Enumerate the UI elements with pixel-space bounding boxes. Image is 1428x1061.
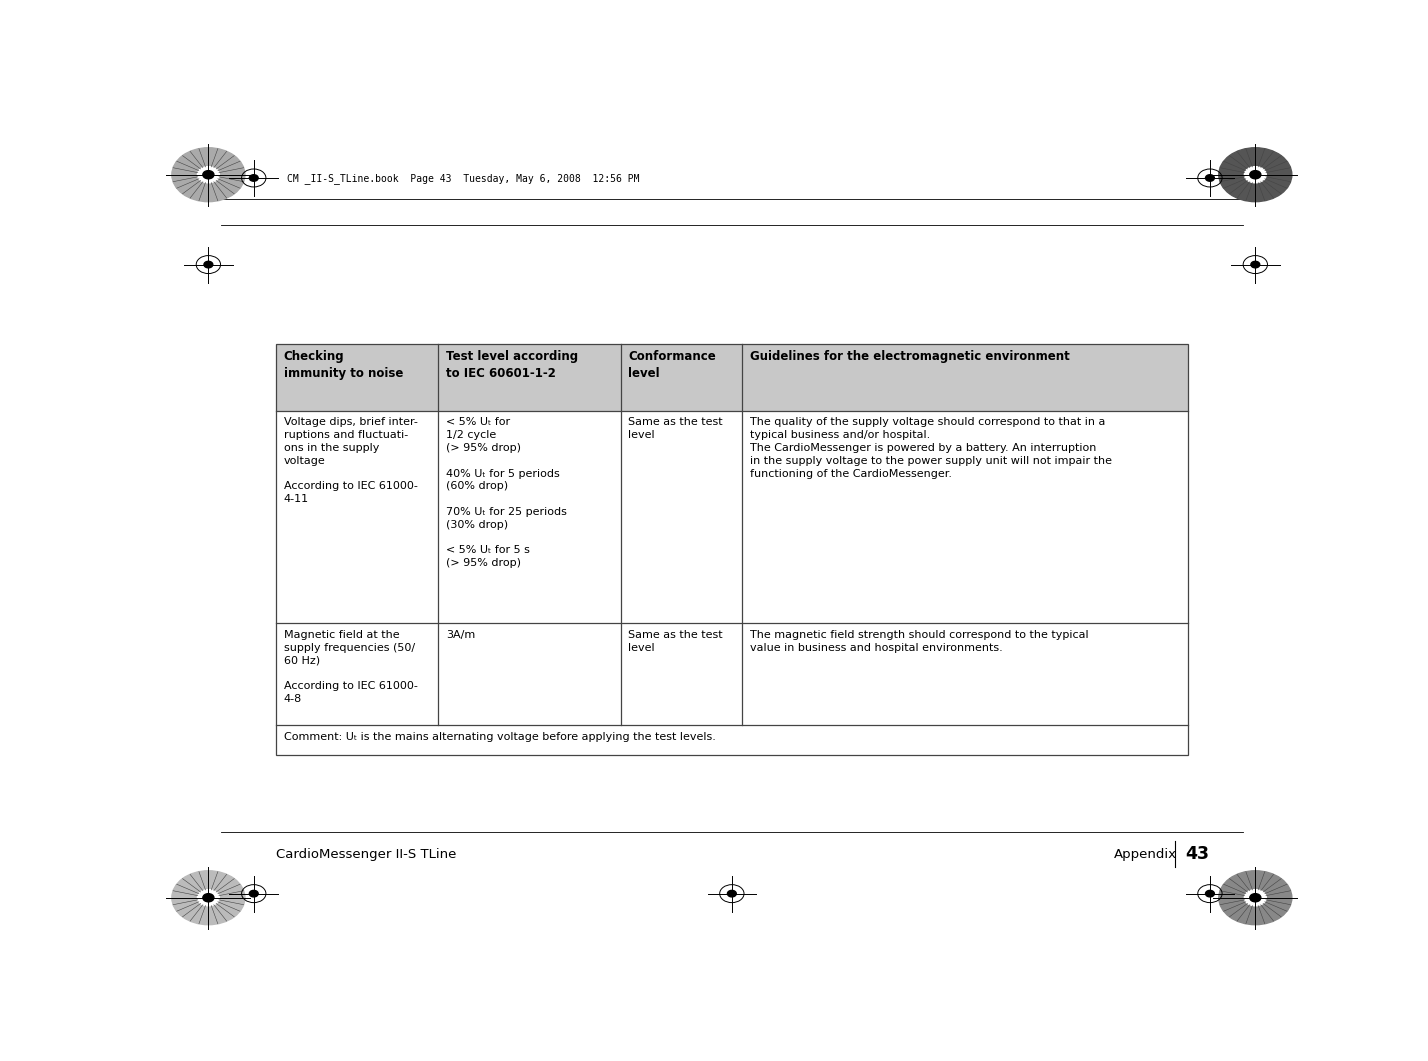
Circle shape: [197, 167, 220, 182]
Circle shape: [1244, 167, 1267, 182]
Circle shape: [727, 890, 737, 897]
Text: Comment: Uₜ is the mains alternating voltage before applying the test levels.: Comment: Uₜ is the mains alternating vol…: [284, 732, 715, 742]
Circle shape: [1250, 171, 1261, 179]
Text: Same as the test
level: Same as the test level: [628, 630, 723, 653]
Circle shape: [1251, 261, 1259, 267]
Text: Guidelines for the electromagnetic environment: Guidelines for the electromagnetic envir…: [750, 350, 1070, 363]
Circle shape: [1218, 147, 1292, 202]
Bar: [276, 344, 1188, 754]
Text: 3A/m: 3A/m: [446, 630, 476, 640]
Text: Voltage dips, brief inter-
ruptions and fluctuati-
ons in the supply
voltage

Ac: Voltage dips, brief inter- ruptions and …: [284, 417, 417, 504]
Text: The quality of the supply voltage should correspond to that in a
typical busines: The quality of the supply voltage should…: [750, 417, 1111, 479]
Circle shape: [250, 175, 258, 181]
Bar: [276, 344, 1188, 411]
Text: Same as the test
level: Same as the test level: [628, 417, 723, 440]
Text: 43: 43: [1185, 846, 1210, 864]
Circle shape: [171, 871, 246, 925]
Circle shape: [1218, 871, 1292, 925]
Circle shape: [203, 893, 214, 902]
Circle shape: [1205, 890, 1214, 897]
Text: Checking
immunity to noise: Checking immunity to noise: [284, 350, 403, 380]
Text: < 5% Uₜ for
1/2 cycle
(> 95% drop)

40% Uₜ for 5 periods
(60% drop)

70% Uₜ for : < 5% Uₜ for 1/2 cycle (> 95% drop) 40% U…: [446, 417, 567, 568]
Text: Appendix: Appendix: [1114, 848, 1177, 860]
Circle shape: [171, 147, 246, 202]
Text: The magnetic field strength should correspond to the typical
value in business a: The magnetic field strength should corre…: [750, 630, 1088, 653]
Text: Test level according
to IEC 60601-1-2: Test level according to IEC 60601-1-2: [446, 350, 578, 380]
Text: CardioMessenger II-S TLine: CardioMessenger II-S TLine: [276, 848, 457, 860]
Circle shape: [1205, 175, 1214, 181]
Text: Conformance
level: Conformance level: [628, 350, 715, 380]
Circle shape: [1244, 889, 1267, 906]
Circle shape: [197, 889, 220, 906]
Text: CM _II-S_TLine.book  Page 43  Tuesday, May 6, 2008  12:56 PM: CM _II-S_TLine.book Page 43 Tuesday, May…: [287, 173, 640, 185]
Circle shape: [204, 261, 213, 267]
Circle shape: [203, 171, 214, 179]
Circle shape: [1250, 893, 1261, 902]
Circle shape: [250, 890, 258, 897]
Text: Magnetic field at the
supply frequencies (50/
60 Hz)

According to IEC 61000-
4-: Magnetic field at the supply frequencies…: [284, 630, 417, 703]
